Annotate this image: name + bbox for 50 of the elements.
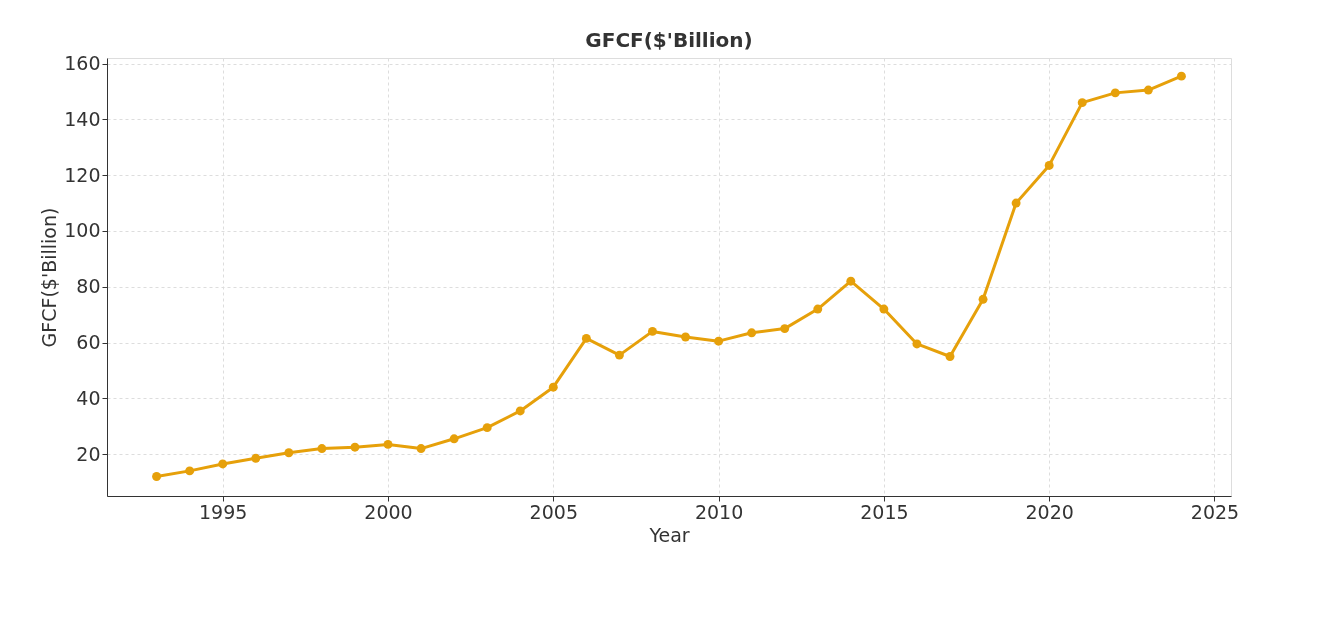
y-tick-label: 80 [76,275,101,298]
y-tick-label: 160 [64,52,101,75]
point [1110,88,1120,98]
point [416,444,426,454]
y-tick-label: 60 [76,331,101,354]
y-tick-label: 40 [76,386,101,409]
point [780,324,790,334]
x-tick-label: 2025 [1190,500,1240,523]
y-axis-title: GFCF($'Billion) [38,207,61,348]
y-tick-label: 120 [64,163,101,186]
point [1176,71,1186,81]
point [912,339,922,349]
point [879,304,889,314]
point [251,453,261,463]
point [383,439,393,449]
x-tick-label: 2000 [364,500,413,523]
point [813,304,823,314]
point [284,448,294,458]
point [614,350,624,360]
x-tick-label: 2010 [694,500,744,523]
x-tick-label: 1995 [199,500,248,523]
point [1077,98,1087,108]
point [482,423,492,433]
point [747,328,757,338]
point [846,276,856,286]
x-tick-label: 2005 [529,500,578,523]
point [581,333,591,343]
y-tick-label: 140 [64,107,101,130]
point [945,352,955,361]
x-tick-label: 2015 [860,500,909,523]
y-tick-label: 20 [76,442,101,465]
point [1044,160,1054,170]
x-axis-title: Year [648,523,690,546]
point [648,326,657,336]
chart-title: GFCF($'Billion) [585,27,753,52]
point [714,336,724,346]
point [218,459,228,469]
point [548,382,558,392]
point [317,444,327,454]
point [978,294,988,304]
point [350,442,360,452]
y-tick-label: 100 [64,219,101,242]
point [449,434,459,444]
point [1143,85,1153,95]
point [681,332,690,342]
x-tick-label: 2020 [1025,500,1074,523]
point [152,472,162,481]
point [515,406,525,416]
point [1011,198,1021,208]
point [185,466,195,476]
